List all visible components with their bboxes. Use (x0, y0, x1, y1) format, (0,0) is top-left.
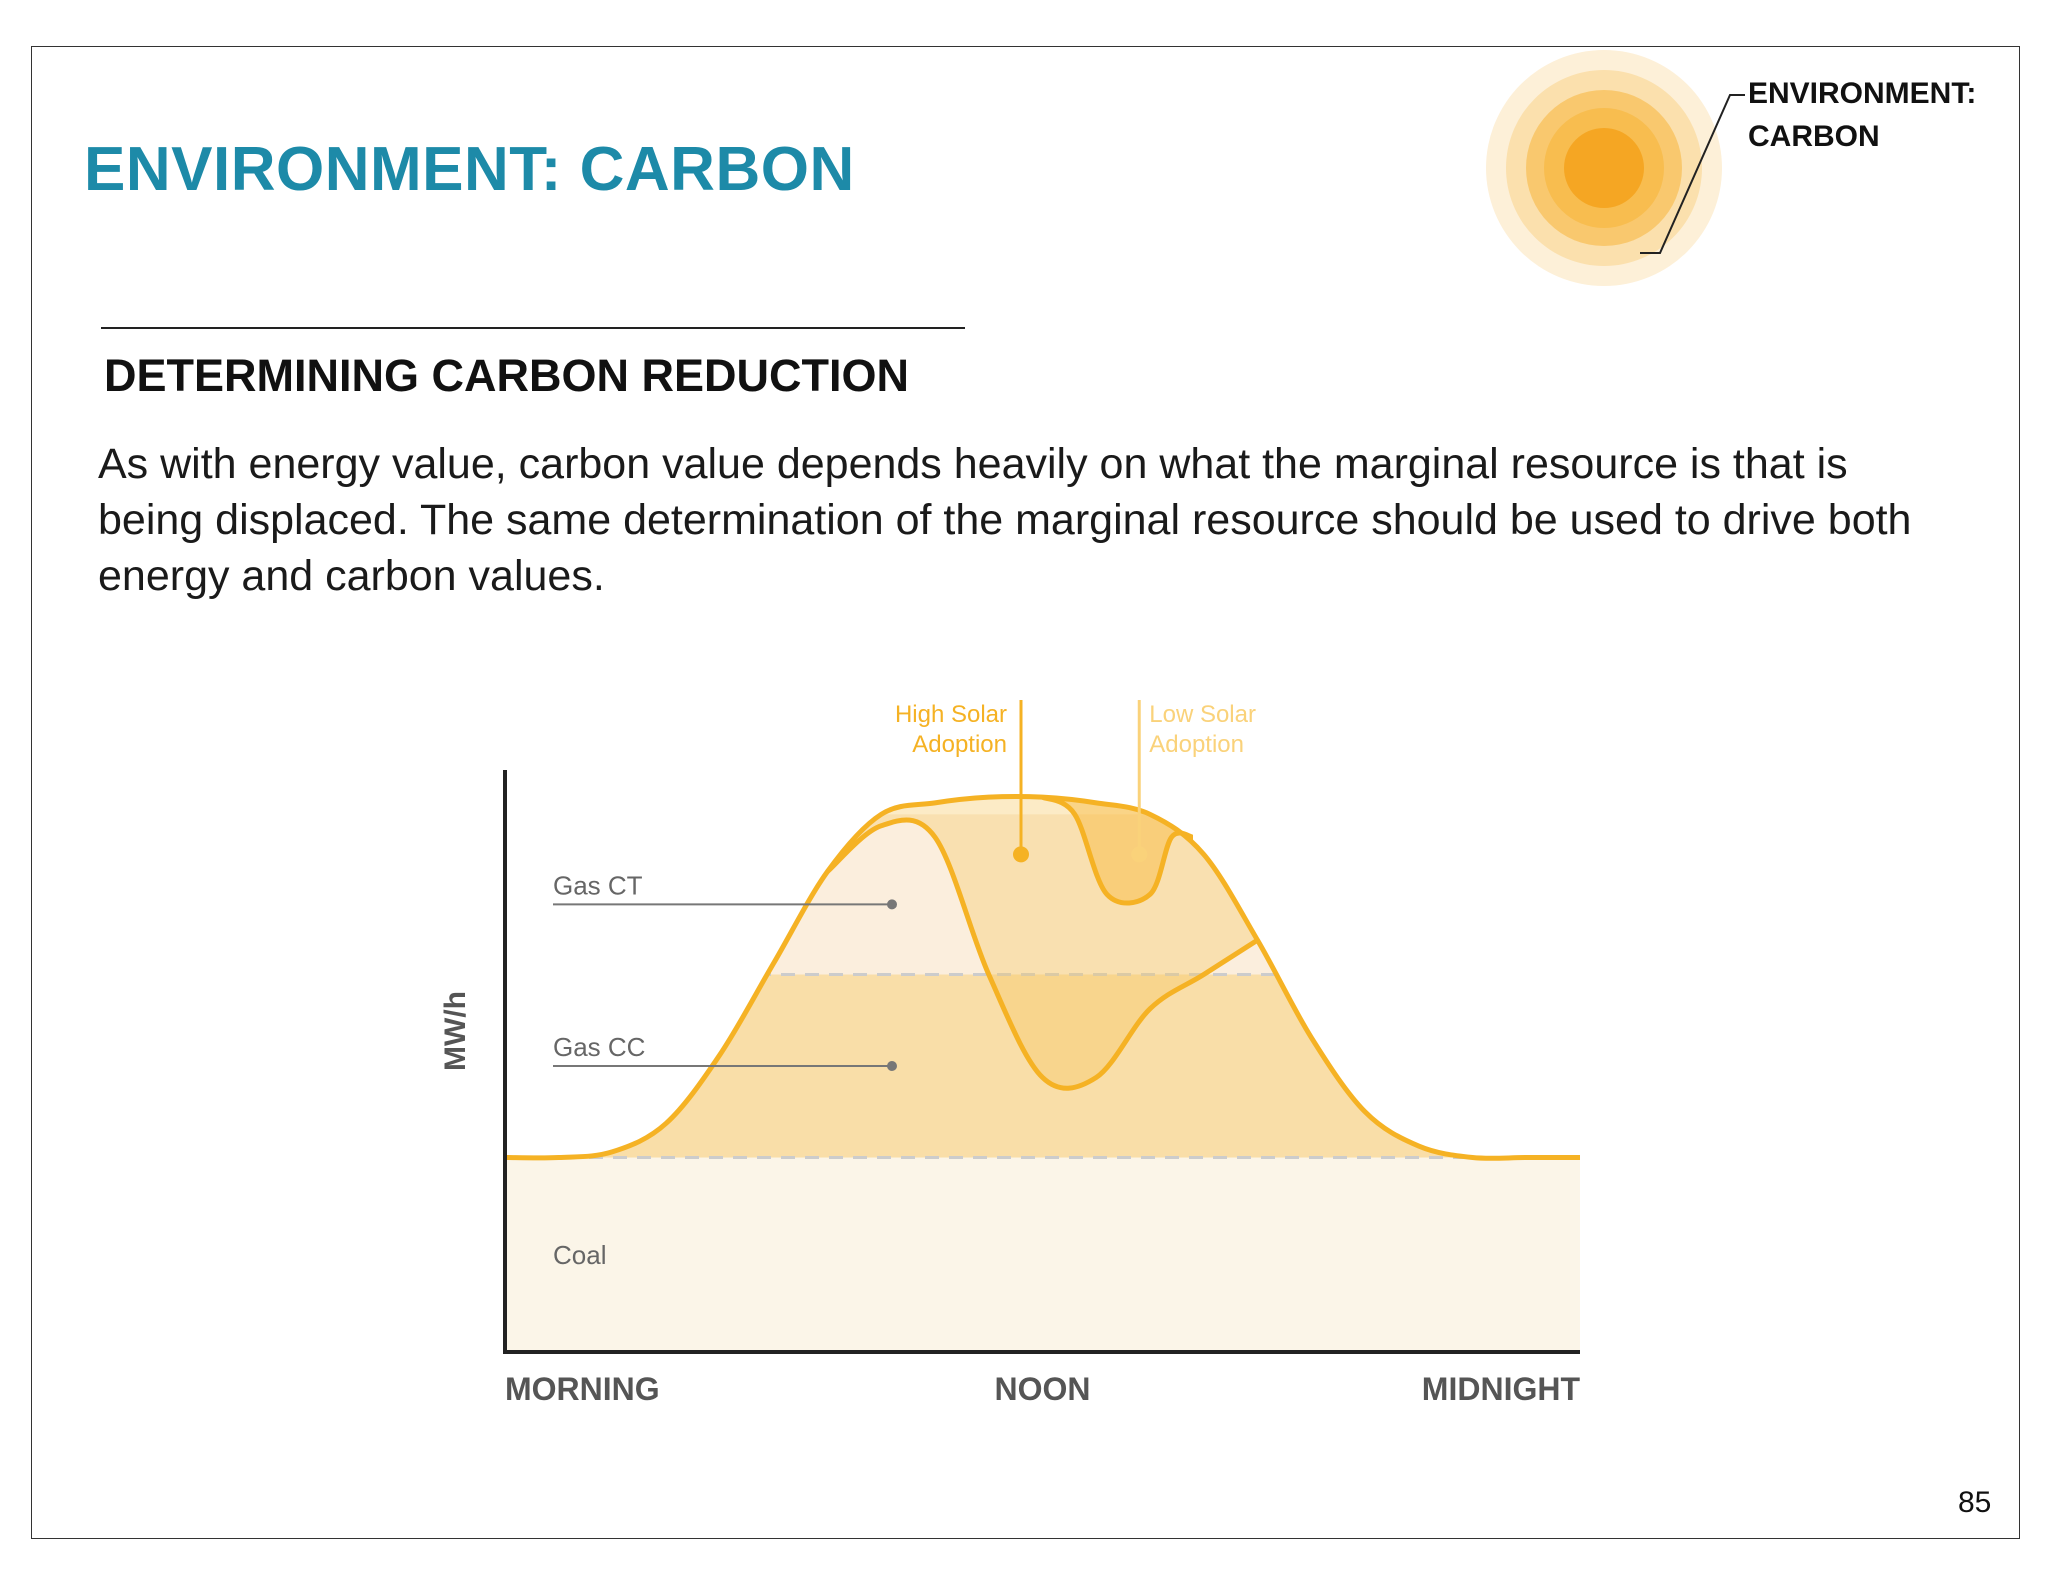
band-label-coal: Coal (553, 1240, 606, 1270)
corner-label-line-1: ENVIRONMENT: (1748, 77, 1977, 110)
x-tick-label-noon: NOON (995, 1371, 1091, 1407)
sun-icon (1486, 50, 1722, 286)
band-coal (505, 1157, 1580, 1352)
x-tick-label-midnight: MIDNIGHT (1422, 1371, 1581, 1407)
series-line-high-solar (825, 817, 1259, 1091)
gas-cc-marker (887, 1061, 897, 1071)
low-solar-marker (1131, 846, 1148, 863)
annotation-high-solar: High Solar Adoption (895, 701, 1007, 758)
series-line-low-solar (1041, 794, 1194, 906)
page-number: 85 (1958, 1486, 1992, 1519)
body-paragraph: As with energy value, carbon value depen… (98, 440, 1912, 600)
marginal-resource-chart: High Solar Adoption Low Solar Adoption Gas C… (439, 700, 1580, 1407)
high-solar-fill (827, 797, 1258, 1089)
corner-label: ENVIRONMENT: CARBON (1748, 72, 1976, 158)
section-divider (101, 327, 965, 329)
high-solar-marker (1013, 846, 1029, 863)
gas-ct-marker (887, 899, 897, 910)
corner-label-leader-line (1640, 94, 1745, 254)
y-axis-label: MW/h (439, 991, 472, 1071)
chart-series (504, 793, 1580, 1161)
band-label-gas-ct: Gas CT (553, 870, 643, 900)
chart-labels: High Solar Adoption Low Solar Adoption Gas C… (439, 701, 1580, 1407)
chart-leader-lines (553, 700, 1148, 1071)
x-tick-label-morning: MORNING (505, 1371, 660, 1407)
corner-label-line-2: CARBON (1748, 120, 1880, 153)
chart-axes (503, 770, 1580, 1354)
band-label-gas-cc: Gas CC (553, 1032, 645, 1062)
slide-frame (31, 46, 2020, 1539)
annotation-low-solar: Low Solar Adoption (1149, 701, 1256, 758)
page-title: ENVIRONMENT: CARBON (84, 135, 855, 204)
section-heading: DETERMINING CARBON REDUCTION (104, 350, 909, 401)
